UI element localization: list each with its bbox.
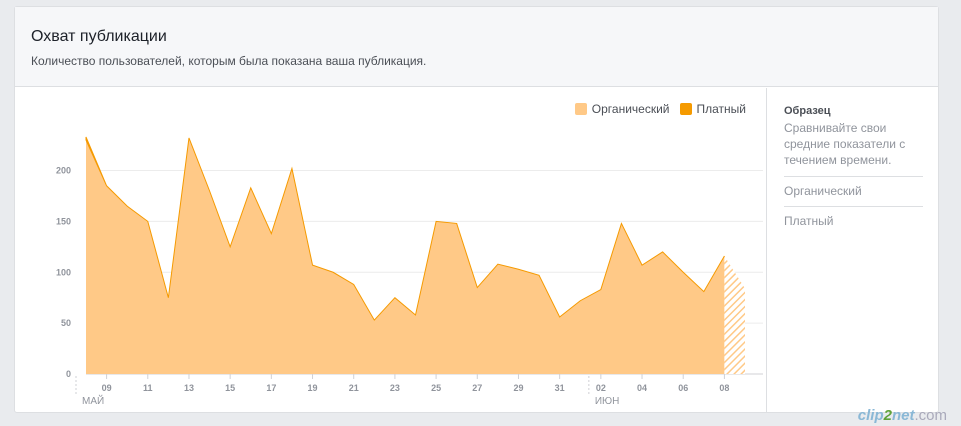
watermark-part: 2	[883, 407, 892, 424]
x-tick-label: 08	[719, 383, 729, 393]
month-label: МАЙ	[82, 394, 104, 407]
x-tick-label: 31	[555, 383, 565, 393]
watermark-part: net	[891, 407, 915, 424]
month-label: ИЮН	[595, 396, 620, 407]
x-tick-label: 25	[431, 383, 441, 393]
sample-item-paid[interactable]: Платный	[784, 214, 834, 228]
page-subtitle: Количество пользователей, которым была п…	[31, 54, 427, 68]
sample-item-organic[interactable]: Органический	[784, 177, 923, 207]
organic-swatch-icon	[574, 103, 587, 115]
reach-card: Охват публикации Количество пользователе…	[14, 6, 939, 413]
legend-label-organic: Органический	[591, 102, 670, 116]
x-tick-label: 27	[472, 383, 482, 393]
reach-chart: 0 50 100 150 200 09 11 13 15 17 19 21 23 25 27 29 31 02 0…	[56, 136, 763, 407]
chart-legend: Органический Платный	[574, 102, 747, 116]
page-title: Охват публикации	[31, 28, 167, 45]
watermark-part: clip	[857, 407, 884, 424]
y-tick-label: 0	[66, 369, 71, 379]
sample-panel: Образец Сравнивайте свои средние показат…	[766, 88, 939, 413]
y-tick-label: 100	[56, 267, 71, 277]
paid-area	[85, 136, 725, 321]
watermark-part: .com	[914, 407, 947, 424]
x-tick-label: 02	[596, 383, 606, 393]
organic-area-partial	[724, 255, 745, 374]
chart-area: Органический Платный 0 50 100 150 200 09 11 13…	[15, 88, 766, 413]
x-tick-label: 23	[390, 383, 400, 393]
x-tick-label: 19	[308, 383, 318, 393]
x-tick-label: 06	[678, 383, 688, 393]
x-tick-label: 13	[184, 383, 194, 393]
card-header: Охват публикации Количество пользователе…	[15, 7, 938, 87]
y-tick-label: 200	[56, 166, 71, 176]
legend-label-paid: Платный	[696, 102, 747, 116]
y-tick-label: 150	[56, 216, 71, 226]
watermark: clip2net.com	[858, 407, 947, 424]
x-tick-label: 15	[225, 383, 235, 393]
organic-area	[86, 137, 725, 374]
x-tick-label: 11	[143, 383, 153, 393]
sample-title: Образец	[784, 105, 831, 117]
x-tick-label: 09	[102, 383, 112, 393]
legend-item-paid[interactable]: Платный	[679, 102, 747, 116]
x-tick-label: 04	[637, 383, 647, 393]
sample-description: Сравнивайте свои средние показатели с те…	[784, 120, 923, 177]
x-tick-label: 21	[349, 383, 359, 393]
legend-item-organic[interactable]: Органический	[574, 102, 670, 116]
y-tick-label: 50	[61, 318, 71, 328]
x-tick-label: 17	[266, 383, 276, 393]
x-tick-label: 29	[513, 383, 523, 393]
paid-swatch-icon	[679, 103, 692, 115]
